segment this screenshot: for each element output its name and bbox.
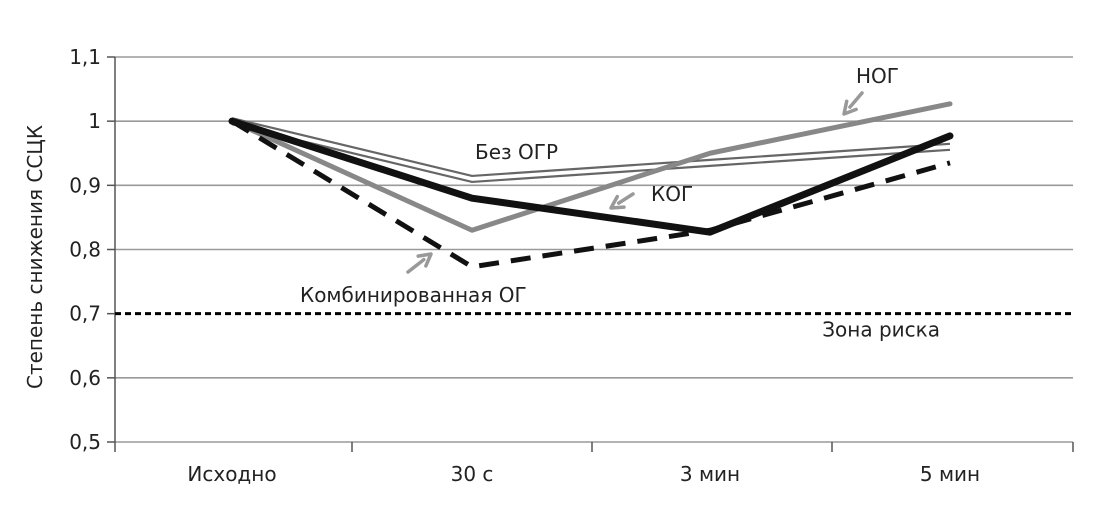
y-tick-label: 0,6 <box>69 366 101 390</box>
series-line <box>231 123 951 184</box>
y-tick-label: 0,9 <box>69 173 101 197</box>
x-tick-label: 3 мин <box>680 462 740 486</box>
arrow-head <box>842 99 858 116</box>
x-tick-label: 5 мин <box>920 462 980 486</box>
y-tick-label: 1 <box>88 109 101 133</box>
y-tick-label: 0,5 <box>69 430 101 454</box>
arrow-shaft <box>406 257 426 274</box>
series-thick-black <box>228 117 954 236</box>
risk-zone-label: Зона риска <box>822 318 940 342</box>
series-line <box>230 119 951 270</box>
arrow-kog <box>609 192 635 210</box>
arrow-shaft <box>616 192 635 205</box>
x-tick-label: Исходно <box>187 462 276 486</box>
y-tick-label: 1,1 <box>69 45 101 69</box>
y-axis-title: Степень снижения ССЦК <box>23 125 47 389</box>
annotation-label: Без ОГР <box>475 140 558 164</box>
x-tick-label: 30 с <box>451 462 494 486</box>
arrow-nog <box>842 91 864 116</box>
annotation-label: НОГ <box>856 64 899 88</box>
arrow-head <box>416 252 433 268</box>
arrow-combined <box>406 252 433 274</box>
arrow-head <box>609 194 626 210</box>
annotation-label: Комбинированная ОГ <box>300 283 527 307</box>
y-tick-label: 0,7 <box>69 302 101 326</box>
y-tick-label: 0,8 <box>69 238 101 262</box>
arrow-shaft <box>848 91 864 109</box>
series-line <box>231 117 951 178</box>
series-line <box>228 117 954 236</box>
series-line <box>229 101 953 233</box>
annotation-label: КОГ <box>651 182 693 206</box>
